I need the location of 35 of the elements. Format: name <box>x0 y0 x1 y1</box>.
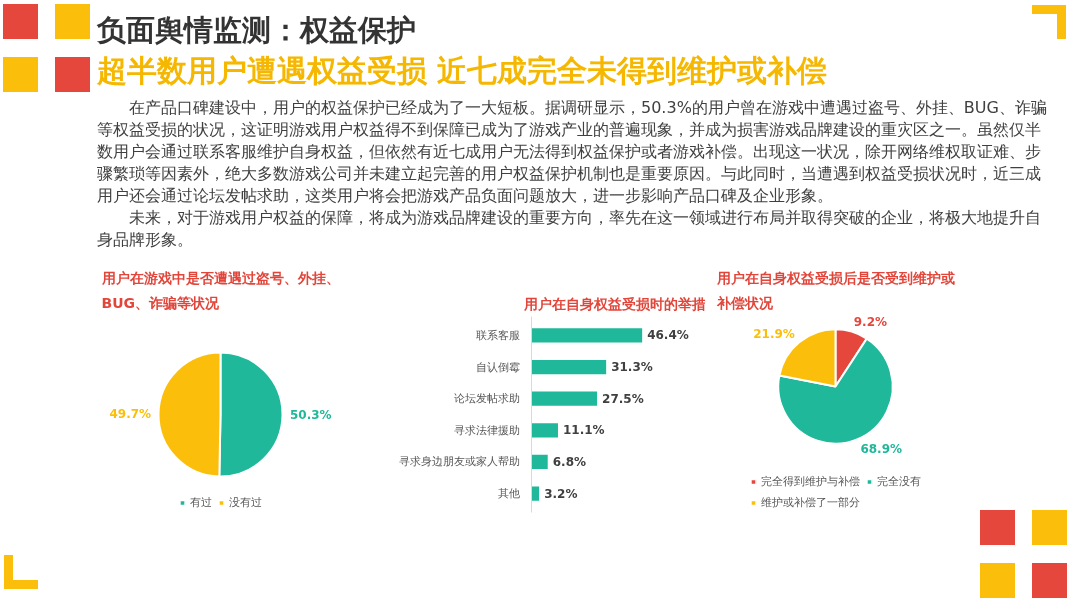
chart-title: 用户在游戏中是否遭遇过盗号、外挂、BUG、诈骗等状况 <box>100 269 340 312</box>
bar <box>531 391 598 406</box>
data-label: 3.2% <box>544 486 578 501</box>
data-label: 9.2% <box>853 314 888 329</box>
y-tick-label: 其他 <box>497 487 520 501</box>
data-label: 31.3% <box>611 360 653 375</box>
chart-title: 用户在自身权益受损时的举措 <box>522 295 706 312</box>
data-label: 11.1% <box>562 423 605 438</box>
y-tick-label: 论坛发帖求助 <box>453 392 520 406</box>
text: 负面舆情监测：权益保护 <box>97 12 416 49</box>
y-tick-label: 联系客服 <box>475 328 520 342</box>
data-label: 6.8% <box>552 454 586 469</box>
legend-label: 维护或补偿了一部分 <box>760 495 860 510</box>
bar <box>531 359 607 375</box>
data-label: 21.9% <box>753 327 795 342</box>
text: 未来，对于游戏用户权益的保障，将成为游戏品牌建设的重要方向，率先在这一领域进行布局并取得突破的企业，将极大地提升自身品牌形象。 <box>97 207 1042 251</box>
bar <box>531 423 558 438</box>
data-label: 46.4% <box>647 328 689 343</box>
bar <box>531 486 540 501</box>
data-label: 49.7% <box>109 406 152 421</box>
data-label: 50.3% <box>289 408 332 423</box>
y-tick-label: 自认倒霉 <box>475 360 520 374</box>
bar <box>531 328 643 343</box>
chart-title: 用户在自身权益受损后是否受到维护或补偿状况 <box>715 269 955 312</box>
data-label: 27.5% <box>602 391 644 406</box>
data-label: 68.9% <box>860 441 903 456</box>
legend-label: 有过 <box>189 495 212 510</box>
text: 在产品口碑建设中，用户的权益保护已经成为了一大短板。据调研显示，50.3%的用户曾在游戏中遭遇过盗号、外挂、BUG、诈骗等权益受损的状况，这证明游戏用户权益得不到保障已成为了游戏产业的普遍现象，并成为损害游戏品牌建设的重灾区之一。虽然仅半数用户会通过联系客服维护自身权益，但依然有近七成用户无法得到权益保护或者游戏补偿。出现这一状况，除开网络维权取证难、步骤繁琐等因素外，绝大多数游戏公司并未建立起完善的用户权益保护机制也是重要原因。与此同时，当遭遇到权益受损状况时，近三成用户还会通过论坛发帖求助，这类用户将会把游戏产品负面问题放大，进一步影响产品口碑及企业形象。 <box>97 97 1048 207</box>
legend-label: 完全没有 <box>876 474 921 489</box>
y-tick-label: 寻求身边朋友或家人帮助 <box>398 455 520 469</box>
bar <box>531 454 548 470</box>
text: 超半数用户遭遇权益受损 近七成完全未得到维护或补偿 <box>97 52 828 90</box>
y-tick-label: 寻求法律援助 <box>453 423 520 437</box>
legend-label: 没有过 <box>228 495 262 510</box>
legend-label: 完全得到维护与补偿 <box>760 474 860 489</box>
